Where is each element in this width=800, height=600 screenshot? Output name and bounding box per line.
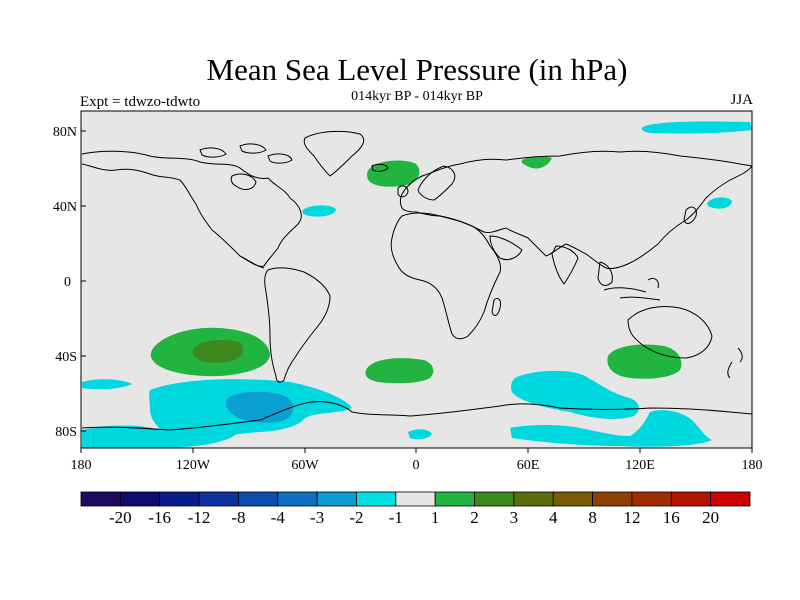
coastline-madagascar xyxy=(491,297,501,316)
colorbar-label: 8 xyxy=(588,508,597,527)
anomaly-region-north-atlantic xyxy=(302,205,336,217)
colorbar-swatch xyxy=(631,491,672,507)
coastline-greenland xyxy=(303,130,365,177)
coastlines xyxy=(81,130,753,431)
colorbar-swatch xyxy=(710,491,751,507)
colorbar-swatch xyxy=(552,491,593,507)
coastline-south-america xyxy=(264,267,331,383)
coastline-arabia xyxy=(489,235,523,261)
colorbar-swatch xyxy=(670,491,712,507)
latitude-axis xyxy=(81,130,86,432)
lat-label-80n: 80N xyxy=(53,125,77,140)
strong-positive-anomaly xyxy=(192,340,244,363)
coastline-hudson-bay xyxy=(230,173,257,190)
coastline-indonesia xyxy=(603,277,661,301)
coastline-north-america xyxy=(81,150,302,267)
latitude-labels: 80N 40N 0 40S 80S xyxy=(53,125,77,440)
colorbar-label: -2 xyxy=(349,508,363,527)
coastline-central-america xyxy=(239,255,265,269)
colorbar-label: 3 xyxy=(510,508,519,527)
colorbar-swatch xyxy=(474,491,515,507)
experiment-label: Expt = tdwzo-tdwto xyxy=(80,94,201,110)
colorbar-label: 1 xyxy=(431,508,440,527)
colorbar-swatch xyxy=(159,491,200,507)
colorbar-swatch xyxy=(238,491,279,507)
colorbar-swatch xyxy=(198,491,239,507)
coastline-se-asia xyxy=(597,261,613,286)
colorbar-swatch xyxy=(316,491,357,507)
anomaly-region-south-atlantic xyxy=(365,358,434,384)
colorbar-label: -3 xyxy=(310,508,324,527)
season-label: JJA xyxy=(730,92,753,108)
coastline-new-zealand xyxy=(727,347,743,379)
coastline-arctic-islands-2 xyxy=(239,143,267,154)
colorbar-label: -12 xyxy=(188,508,211,527)
anomaly-region-west-pacific xyxy=(707,197,732,209)
lon-label-180e: 180 xyxy=(742,458,763,473)
coastline-scandinavia xyxy=(417,165,456,201)
colorbar-label: 16 xyxy=(663,508,680,527)
colorbar-label: -4 xyxy=(271,508,286,527)
longitude-axis xyxy=(80,448,753,453)
colorbar-swatch xyxy=(513,491,554,507)
anomaly-core-amundsen-sea xyxy=(226,391,294,423)
coastline-british-isles xyxy=(397,185,409,198)
anomaly-region-weddell xyxy=(408,429,432,440)
longitude-labels: 180 120W 60W 0 60E 120E 180 xyxy=(71,458,763,473)
coastline-antarctica xyxy=(81,401,753,431)
coastline-india xyxy=(551,245,579,285)
lon-label-120w: 120W xyxy=(176,458,211,473)
colorbar-label: -8 xyxy=(231,508,245,527)
lat-label-40n: 40N xyxy=(53,200,77,215)
coastline-arctic-islands-1 xyxy=(199,147,227,158)
lon-label-60e: 60E xyxy=(517,458,540,473)
coastline-africa xyxy=(390,212,501,340)
lat-label-40s: 40S xyxy=(55,350,77,365)
anomaly-region-antarctic-coast xyxy=(510,410,712,447)
anomaly-region-greenland-sea xyxy=(367,160,420,187)
colorbar-swatch xyxy=(434,491,475,507)
anomaly-region-southern-indian xyxy=(511,370,639,419)
coastline-australia xyxy=(627,306,713,359)
coastline-iceland xyxy=(371,163,389,172)
page-title: Mean Sea Level Pressure (in hPa) xyxy=(206,52,628,87)
colorbar-label: -20 xyxy=(109,508,132,527)
colorbar-swatch xyxy=(80,491,121,507)
lat-label-0: 0 xyxy=(64,275,71,290)
lat-label-80s: 80S xyxy=(55,425,77,440)
colorbar-swatch xyxy=(356,491,397,507)
anomaly-region-ross-sea xyxy=(82,425,240,448)
colorbar-label: 20 xyxy=(702,508,719,527)
anomaly-region-south-indian xyxy=(607,344,682,379)
colorbar-label: -1 xyxy=(389,508,403,527)
colorbar-label: -16 xyxy=(148,508,171,527)
coastline-arctic-islands-3 xyxy=(267,153,293,164)
lon-label-120e: 120E xyxy=(625,458,655,473)
anomaly-region-barents-sea xyxy=(521,156,552,169)
colorbar-label: 4 xyxy=(549,508,558,527)
anomaly-region-arctic xyxy=(641,121,752,134)
anomaly-core-south-pacific xyxy=(192,340,244,363)
map-panel xyxy=(80,110,753,449)
anomaly-region-south-pacific-west xyxy=(82,379,132,390)
colorbar-swatch xyxy=(395,491,436,507)
lon-label-180w: 180 xyxy=(71,458,92,473)
colorbar-label: 12 xyxy=(623,508,640,527)
colorbar-swatch xyxy=(119,491,161,507)
period-label: 014kyr BP - 014kyr BP xyxy=(351,89,483,104)
strong-negative-anomaly xyxy=(226,391,294,423)
coastline-eurasia xyxy=(399,150,753,269)
colorbar-swatch xyxy=(592,491,633,507)
lon-label-60w: 60W xyxy=(291,458,319,473)
colorbar: -20 -16 -12 -8 -4 -3 -2 -1 1 2 3 4 8 12 16 20 xyxy=(80,491,751,527)
colorbar-label: 2 xyxy=(470,508,479,527)
coastline-japan xyxy=(683,206,697,224)
lon-label-0: 0 xyxy=(413,458,420,473)
colorbar-swatch xyxy=(277,491,318,507)
